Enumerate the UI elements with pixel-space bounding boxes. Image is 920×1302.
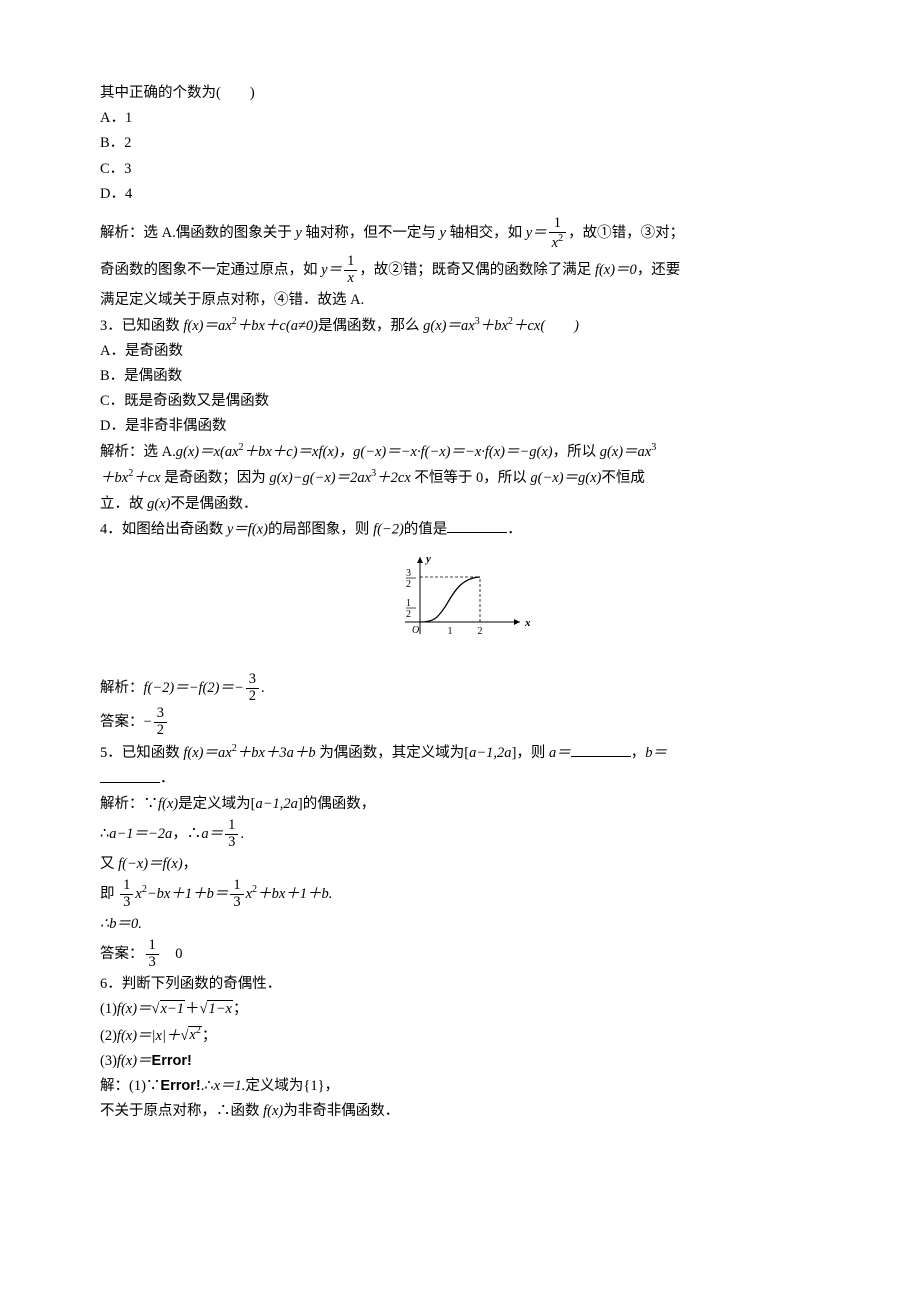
svg-text:2: 2 bbox=[406, 579, 411, 590]
frac-1-over-3-a: 13 bbox=[225, 818, 238, 851]
svg-text:3: 3 bbox=[406, 568, 411, 579]
error-text: Error! bbox=[152, 1053, 192, 1069]
q6-title: 6．判断下列函数的奇偶性． bbox=[100, 973, 820, 996]
q3-stem: 3．已知函数 f(x)＝ax2＋bx＋c(a≠0)是偶函数，那么 g(x)＝ax… bbox=[100, 314, 820, 338]
error-text: Error! bbox=[160, 1078, 200, 1094]
svg-text:x: x bbox=[524, 617, 531, 629]
q6-p3: (3)f(x)＝Error! bbox=[100, 1050, 820, 1073]
sol2-line3: 满足定义域关于原点对称，④错．故选 A. bbox=[100, 289, 820, 312]
sol5-ans: 答案：13 0 bbox=[100, 938, 820, 971]
sol3-line2: ＋bx2＋cx 是奇函数；因为 g(x)−g(−x)＝2ax3＋2cx 不恒等于… bbox=[100, 466, 820, 490]
q3-opt-c: C．既是奇函数又是偶函数 bbox=[100, 390, 820, 413]
sqrt-icon: √1−x bbox=[200, 1000, 233, 1017]
sol2-line2: 奇函数的图象不一定通过原点，如 y＝1x，故②错；既奇又偶的函数除了满足 f(x… bbox=[100, 254, 820, 287]
sol5-l2: ∴a−1＝−2a，∴a＝13. bbox=[100, 818, 820, 851]
q3-opt-a: A．是奇函数 bbox=[100, 340, 820, 363]
sol2-line1: 解析：选 A.偶函数的图象关于 y 轴对称，但不一定与 y 轴相交，如 y＝1x… bbox=[100, 216, 820, 252]
svg-text:2: 2 bbox=[406, 609, 411, 620]
sol6-l2: 不关于原点对称，∴函数 f(x)为非奇非偶函数． bbox=[100, 1100, 820, 1123]
q3-opt-b: B．是偶函数 bbox=[100, 365, 820, 388]
sol5-l3: 又 f(−x)＝f(x)， bbox=[100, 853, 820, 876]
sol4-line: 解析：f(−2)＝−f(2)＝−32. bbox=[100, 672, 820, 705]
svg-text:y: y bbox=[424, 553, 431, 565]
svg-text:1: 1 bbox=[406, 598, 411, 609]
opt-b: B．2 bbox=[100, 132, 820, 155]
svg-text:1: 1 bbox=[448, 626, 453, 637]
frac-3-over-2-b: 32 bbox=[154, 706, 167, 739]
q4-chart: 321212Oxy bbox=[100, 547, 820, 665]
q5-blank-a bbox=[571, 742, 631, 758]
ans4-line: 答案：−32 bbox=[100, 706, 820, 739]
sol5-l1: 解析：∵f(x)是定义域为[a−1,2a]的偶函数， bbox=[100, 793, 820, 816]
intro-line: 其中正确的个数为( ) bbox=[100, 82, 820, 105]
q5-blank-b bbox=[100, 767, 160, 783]
frac-1-over-x2: 1x2 bbox=[549, 216, 567, 252]
svg-text:O: O bbox=[412, 625, 419, 636]
sqrt-icon: √x−1 bbox=[152, 1000, 185, 1017]
odd-function-graph: 321212Oxy bbox=[370, 547, 550, 657]
opt-a: A．1 bbox=[100, 107, 820, 130]
q5-stem: 5．已知函数 f(x)＝ax2＋bx＋3a＋b 为偶函数，其定义域为[a−1,2… bbox=[100, 741, 820, 765]
intro-text: 其中正确的个数为( ) bbox=[100, 85, 255, 101]
q4-blank bbox=[447, 518, 507, 534]
q3-opt-d: D．是非奇非偶函数 bbox=[100, 415, 820, 438]
q6-p1: (1)f(x)＝√x−1＋√1−x； bbox=[100, 998, 820, 1021]
q6-p2: (2)f(x)＝|x|＋√x2； bbox=[100, 1024, 820, 1048]
frac-1-over-3-c: 13 bbox=[230, 878, 243, 911]
sol6-l1: 解：(1)∵Error!.∴x＝1.定义域为{1}， bbox=[100, 1075, 820, 1098]
sol3-line1: 解析：选 A.g(x)＝x(ax2＋bx＋c)＝xf(x)，g(−x)＝−x·f… bbox=[100, 440, 820, 464]
svg-text:2: 2 bbox=[478, 626, 483, 637]
opt-d: D．4 bbox=[100, 183, 820, 206]
frac-1-over-3-b: 13 bbox=[120, 878, 133, 911]
sqrt-icon: √x2 bbox=[180, 1026, 201, 1043]
opt-c: C．3 bbox=[100, 158, 820, 181]
frac-1-over-3-d: 13 bbox=[146, 938, 159, 971]
sol5-l5: ∴b＝0. bbox=[100, 913, 820, 936]
frac-3-over-2-a: 32 bbox=[246, 672, 259, 705]
sol3-line3: 立．故 g(x)不是偶函数． bbox=[100, 493, 820, 516]
sol5-l4: 即 13x2−bx＋1＋b＝13x2＋bx＋1＋b. bbox=[100, 878, 820, 911]
q5-stem-2: ． bbox=[100, 767, 820, 791]
q4-stem: 4．如图给出奇函数 y＝f(x)的局部图象，则 f(−2)的值是． bbox=[100, 518, 820, 542]
frac-1-over-x: 1x bbox=[344, 254, 357, 287]
